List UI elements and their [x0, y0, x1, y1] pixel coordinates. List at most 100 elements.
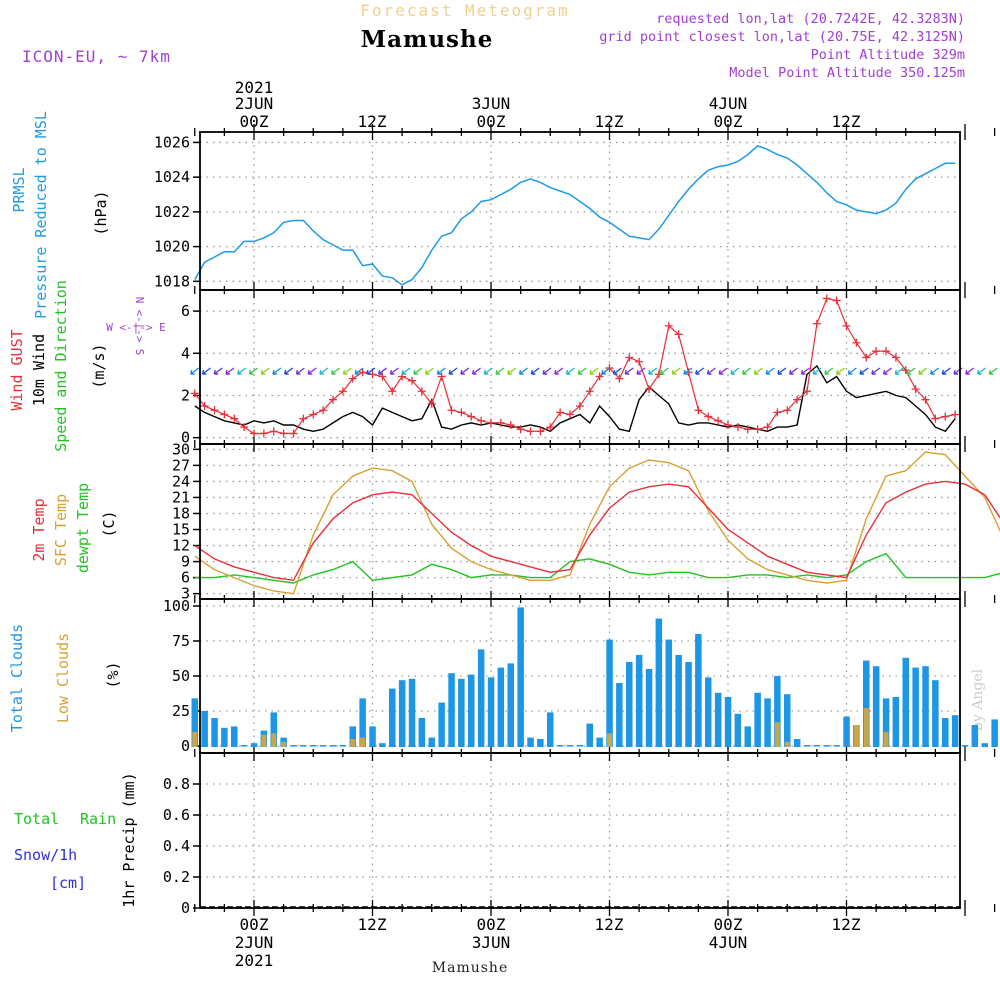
precip-snow-label: Snow/1h: [14, 846, 77, 864]
dewpoint-line: [194, 552, 1000, 584]
gust-marker: [842, 321, 851, 330]
total-cloud-bar: [764, 698, 771, 747]
wind-direction-arrow: [882, 367, 893, 375]
point-altitude: Point Altitude 329m: [811, 47, 965, 63]
wind-10m-label: 10m Wind: [30, 334, 48, 406]
total-cloud-bar: [566, 745, 574, 747]
low-clouds-label: Low Clouds: [54, 633, 72, 723]
top-hour-tick-3: 00Z: [477, 112, 506, 131]
clouds-ytick-label: 100: [163, 597, 190, 615]
gust-marker: [882, 347, 890, 356]
wind-direction-arrow: [565, 367, 575, 375]
wind-panel: 0 2 4 6: [181, 290, 998, 447]
total-cloud-bar: [487, 677, 495, 747]
gust-marker: [803, 387, 811, 396]
wind-direction-arrow: [542, 367, 552, 375]
gust-marker: [289, 429, 298, 438]
gust-marker: [230, 414, 239, 423]
gust-marker: [279, 429, 288, 438]
gust-marker: [585, 387, 594, 396]
total-cloud-bar: [971, 725, 979, 747]
total-cloud-bar: [270, 712, 277, 747]
wind-direction-arrow: [319, 367, 329, 375]
total-cloud-bar: [932, 680, 939, 747]
total-cloud-bar: [665, 639, 672, 747]
total-cloud-bar: [961, 745, 969, 747]
pressure-ytick-label: 1026: [154, 133, 190, 151]
wind-direction-arrow: [812, 367, 822, 375]
wind-direction-arrow: [847, 367, 857, 375]
low-cloud-bar: [350, 739, 356, 747]
bottom-hour-tick-4: 12Z: [595, 915, 624, 934]
pressure-panel: 1018 1020 1022 1024 1026: [154, 132, 996, 290]
total-cloud-bar: [379, 743, 386, 747]
gust-marker: [477, 416, 486, 425]
wind-direction-arrow: [636, 367, 646, 375]
wind-direction-arrow: [448, 367, 458, 375]
wind-unit: (m/s): [90, 343, 108, 388]
total-cloud-bar: [705, 677, 712, 747]
wind-direction-arrow: [918, 367, 928, 375]
total-cloud-bar: [892, 697, 900, 747]
wind-direction-arrow: [213, 367, 223, 375]
wind-direction-arrow: [577, 367, 587, 375]
total-clouds-label: Total Clouds: [8, 624, 26, 732]
location-title: Mamushe: [361, 26, 494, 53]
gust-marker: [220, 410, 229, 419]
wind-direction-arrow: [554, 367, 564, 375]
pressure-ytick-label: 1018: [154, 272, 190, 290]
total-cloud-bar: [517, 607, 524, 747]
temp-ytick-label: 30: [172, 440, 190, 458]
total-cloud-bar: [458, 678, 465, 747]
precip-rain-label: Rain: [80, 810, 116, 828]
total-cloud-bar: [507, 663, 514, 747]
wind-direction-arrow: [460, 367, 470, 375]
wind-direction-arrow: [706, 367, 716, 375]
compass-n: N: [133, 297, 146, 304]
temp-ytick-label: 27: [172, 456, 190, 474]
total-cloud-bar: [231, 726, 238, 747]
clouds-ytick-label: 25: [172, 702, 190, 720]
gust-marker: [714, 416, 723, 425]
gust-marker: [437, 372, 446, 381]
total-cloud-bar: [872, 666, 880, 747]
total-cloud-bar: [813, 745, 821, 747]
wind-direction-arrow: [495, 367, 505, 375]
gust-marker: [447, 406, 456, 415]
wind-gust-line: [194, 297, 956, 435]
compass-axis: <-|->: [133, 309, 146, 342]
total-cloud-bar: [240, 745, 248, 747]
total-cloud-bar: [586, 723, 593, 747]
gust-marker: [250, 429, 258, 438]
gust-marker: [417, 387, 426, 396]
precip-ytick-label: 0.4: [163, 837, 190, 855]
precip-panel: 0 0.2 0.4 0.6 0.8: [163, 753, 996, 917]
precip-total-label: Total: [14, 810, 59, 828]
wind-direction-arrow: [624, 367, 634, 375]
gust-marker: [704, 412, 713, 421]
temp-ytick-label: 12: [172, 537, 190, 555]
low-cloud-bar: [853, 725, 859, 747]
total-cloud-bar: [843, 716, 850, 747]
clouds-ytick-label: 75: [172, 632, 190, 650]
wind-direction-arrow: [366, 367, 376, 375]
temp-2m-label: 2m Temp: [30, 498, 48, 561]
gust-marker: [536, 427, 545, 436]
temp-ytick-label: 21: [172, 488, 190, 506]
clouds-panel: 0 25 50 75 100: [163, 597, 998, 755]
gust-marker: [615, 374, 624, 383]
total-cloud-bar: [448, 673, 455, 747]
low-cloud-bar: [863, 708, 869, 747]
gust-marker: [822, 294, 831, 303]
temp-sfc-label: SFC Temp: [52, 494, 70, 566]
gust-marker: [556, 408, 565, 417]
total-cloud-bar: [211, 718, 218, 747]
model-altitude: Model Point Altitude 350.125m: [729, 65, 965, 81]
gust-marker: [200, 402, 209, 411]
gust-marker: [635, 357, 644, 366]
gust-marker: [793, 395, 802, 404]
total-cloud-bar: [527, 737, 534, 747]
wind-direction-arrow: [401, 367, 411, 375]
gust-marker: [951, 410, 960, 419]
